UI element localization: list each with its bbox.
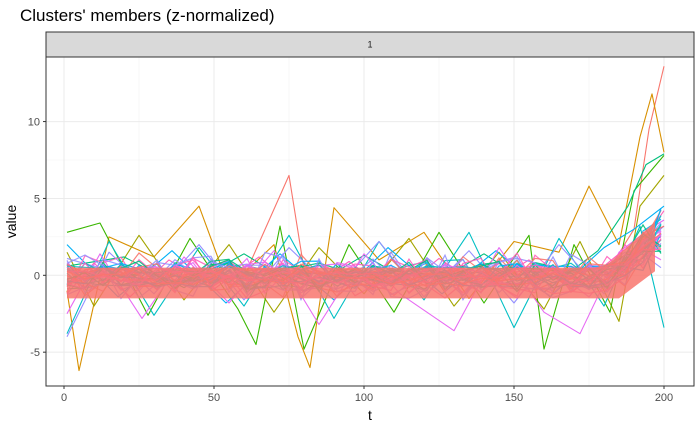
x-tick-label: 100: [355, 392, 373, 404]
facet-strip: [45, 31, 695, 58]
y-tick-label: -5: [30, 347, 40, 359]
y-axis: -5 0 5 10: [28, 117, 46, 359]
x-axis: 0 50 100 150 200: [61, 386, 673, 404]
facet-strip-label: 1: [367, 40, 372, 50]
core-band: [67, 221, 655, 299]
panel-border: [45, 56, 695, 387]
series-band: [66, 208, 662, 302]
y-axis-title: value: [3, 205, 19, 239]
chart-title: Clusters' members (z-normalized): [20, 6, 275, 25]
series-line: [66, 205, 665, 304]
y-tick-label: 0: [34, 270, 40, 282]
plot-panel: [46, 57, 694, 386]
x-axis-title: t: [368, 407, 372, 423]
x-tick-label: 200: [655, 392, 673, 404]
x-tick-label: 50: [208, 392, 220, 404]
x-tick-label: 150: [505, 392, 523, 404]
series-line: [66, 93, 665, 372]
x-tick-label: 0: [61, 392, 67, 404]
y-tick-label: 10: [28, 117, 40, 129]
y-tick-label: 5: [34, 193, 40, 205]
